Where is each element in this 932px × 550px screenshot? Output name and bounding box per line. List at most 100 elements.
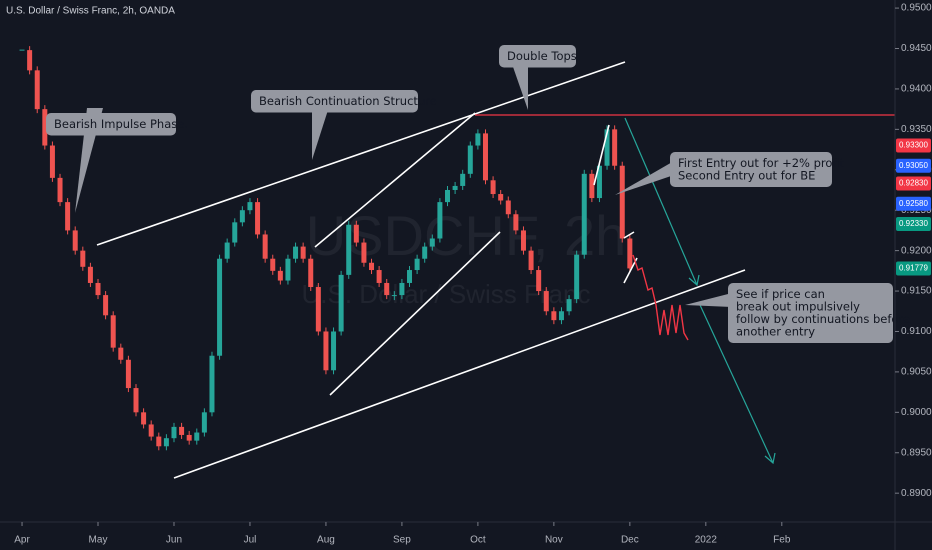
candle — [338, 274, 344, 332]
y-tick-label: 0.89000 — [901, 488, 932, 499]
x-tick-label: Oct — [470, 535, 486, 546]
candle — [581, 173, 587, 255]
candle — [308, 258, 314, 288]
candle — [407, 270, 413, 283]
price-tag — [896, 196, 931, 211]
drawings — [96, 61, 895, 479]
arrow-head — [764, 452, 776, 465]
arrow-head — [688, 274, 700, 287]
candle — [103, 295, 109, 316]
callout-box — [46, 113, 176, 136]
x-tick-label: May — [89, 535, 108, 546]
candle — [536, 270, 542, 292]
candle — [239, 210, 245, 223]
candle — [391, 295, 397, 297]
candle — [232, 222, 238, 243]
candle — [95, 282, 101, 296]
candle — [65, 202, 71, 231]
price-tag-label: 0.92580 — [899, 199, 928, 208]
candle — [49, 145, 55, 178]
callout-text: Second Entry out for BE — [678, 169, 815, 183]
callout-box — [251, 90, 418, 113]
trend-line — [314, 112, 476, 248]
candle — [627, 238, 633, 269]
arrow — [699, 304, 774, 464]
candle — [498, 194, 504, 201]
arrow — [624, 117, 698, 286]
price-tag-label: 0.93050 — [899, 161, 928, 170]
callout-text: break out impulsively — [736, 300, 860, 314]
price-tag-label: 0.91779 — [899, 264, 928, 273]
trend-line — [593, 124, 610, 186]
candle — [125, 359, 131, 389]
price-tag — [896, 261, 931, 276]
candle — [163, 438, 169, 447]
candle — [505, 200, 511, 215]
price-tag — [896, 138, 931, 153]
candle — [574, 254, 580, 300]
price-tag-label: 0.92330 — [899, 219, 928, 228]
candle — [452, 185, 458, 190]
watermark: USDCHF, 2h — [306, 204, 627, 267]
candle — [589, 173, 595, 199]
callout-pointer — [312, 110, 328, 160]
x-tick-label: Apr — [14, 535, 30, 546]
candle — [422, 246, 428, 259]
candle — [361, 242, 367, 263]
candle — [612, 129, 618, 166]
candle — [194, 432, 200, 441]
candle — [414, 258, 420, 271]
candle — [460, 173, 466, 186]
candle — [34, 70, 40, 110]
callout-box — [728, 283, 893, 343]
annotations: Bearish Impulse Phase. Bearish Continuati… — [46, 45, 910, 343]
x-tick-label: Jul — [244, 535, 257, 546]
x-tick-label: Dec — [621, 535, 639, 546]
x-tick-label: 2022 — [695, 535, 718, 546]
price-tag-label: 0.93300 — [899, 141, 928, 150]
candle — [353, 224, 359, 243]
candle — [141, 412, 147, 425]
candle — [619, 165, 625, 239]
candle — [520, 230, 526, 251]
candle — [467, 145, 473, 174]
callout-text: Double Tops. — [507, 49, 580, 63]
callout-text: another entry — [736, 325, 815, 339]
price-tag — [896, 158, 931, 173]
candle — [445, 189, 450, 203]
candle — [171, 426, 177, 439]
candle — [543, 291, 549, 312]
x-tick-label: Sep — [393, 535, 411, 546]
candle — [72, 230, 78, 251]
candle — [293, 246, 299, 259]
callout-text: Bearish Continuation Structure — [259, 94, 437, 108]
candle — [57, 177, 63, 203]
candle — [87, 266, 93, 283]
trend-line — [173, 269, 746, 479]
callout-pointer — [512, 64, 528, 110]
candle — [110, 315, 116, 348]
candle — [346, 224, 352, 275]
candle — [27, 50, 33, 71]
x-tick-label: Feb — [773, 535, 791, 546]
candle — [224, 242, 230, 259]
candle — [376, 270, 382, 283]
candle — [429, 238, 435, 247]
candle — [42, 109, 48, 146]
candle — [558, 311, 564, 321]
candle — [399, 282, 405, 296]
candle — [513, 214, 519, 231]
projection — [632, 254, 689, 341]
callout-text: First Entry out for +2% profit — [678, 156, 845, 170]
callout-box — [670, 152, 832, 187]
candle — [217, 258, 223, 356]
callout-text: Bearish Impulse Phase. — [54, 117, 188, 131]
candle — [596, 165, 602, 199]
